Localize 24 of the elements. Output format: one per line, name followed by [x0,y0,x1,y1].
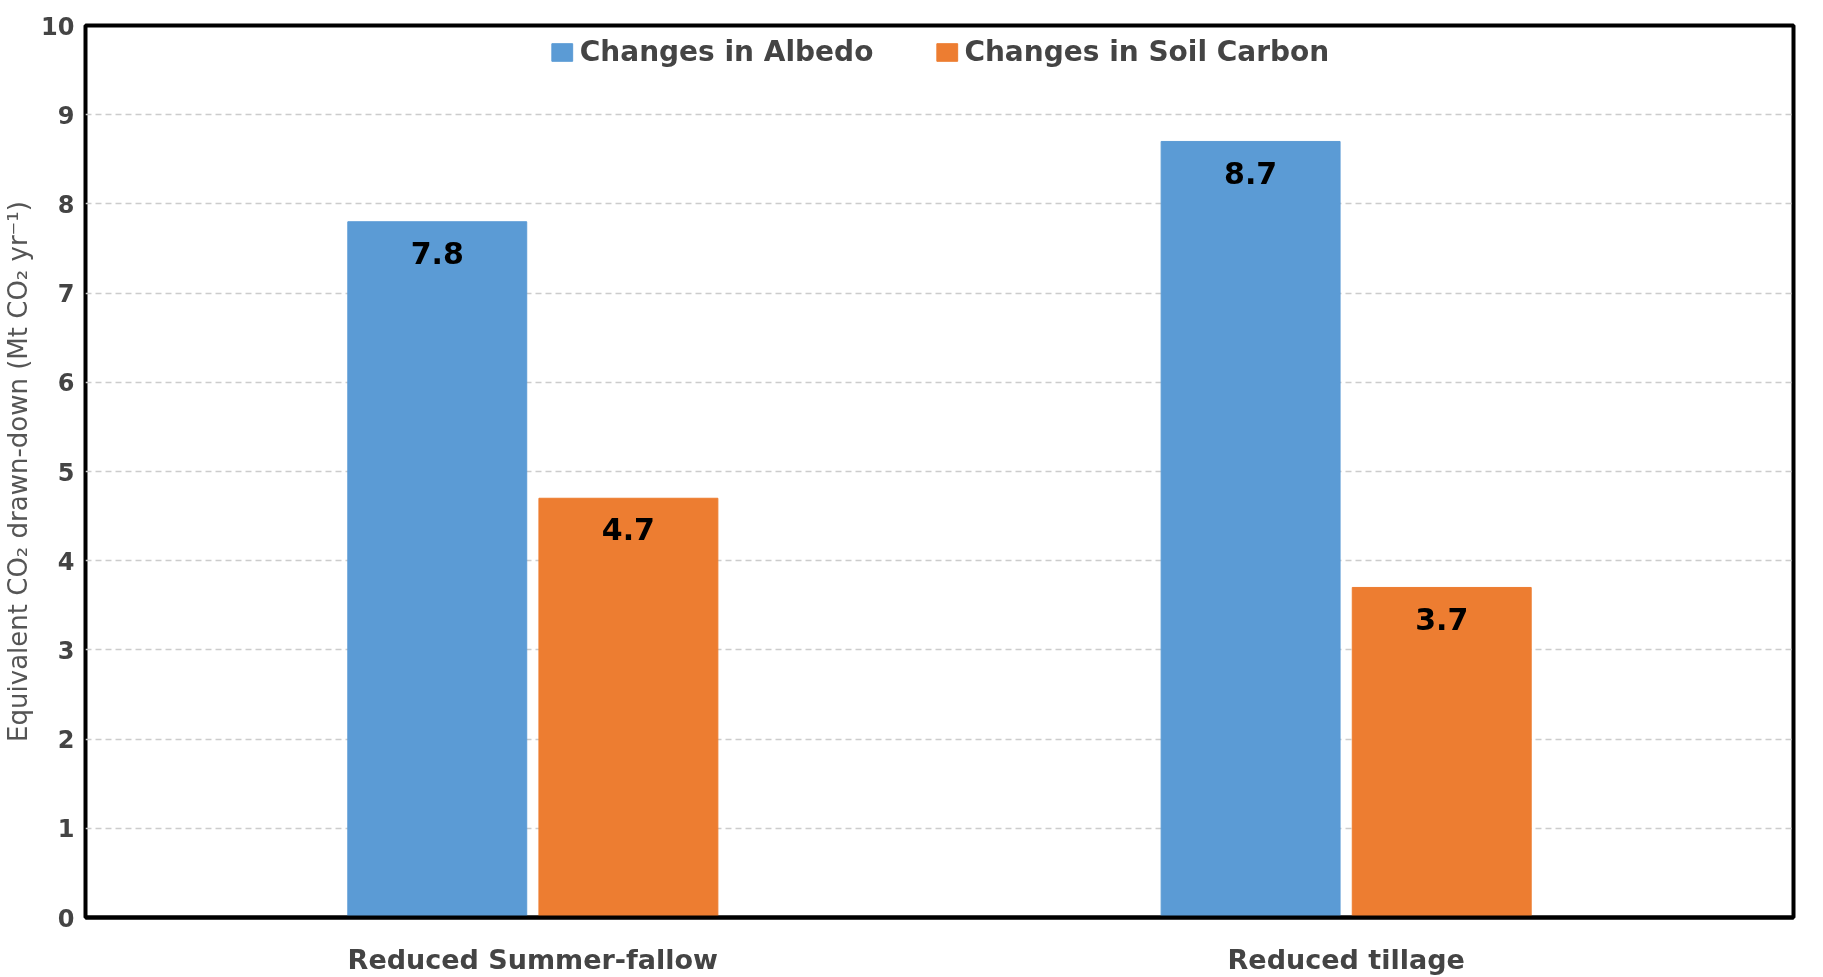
y-tick-label: 1 [57,815,75,844]
bar [1160,140,1341,918]
legend-label: Changes in Albedo [579,35,874,68]
y-tick-label: 6 [57,369,75,398]
data-label: 7.8 [410,235,464,271]
y-axis-title: Equivalent CO₂ drawn-down (Mt CO₂ yr⁻¹) [3,201,34,742]
data-label: 3.7 [1415,601,1469,637]
bar [538,497,719,918]
y-tick-label: 5 [57,458,75,487]
bar [347,221,528,918]
x-tick-label: Reduced tillage [1227,943,1465,975]
data-label: 8.7 [1224,155,1278,191]
y-tick-label: 4 [57,547,75,576]
data-label: 4.7 [601,512,655,548]
y-tick-label: 8 [57,190,75,219]
y-tick-label: 7 [57,280,75,309]
y-tick-label: 0 [57,904,75,933]
y-tick-label: 2 [57,726,75,755]
y-tick-label: 3 [57,636,75,665]
bar [1351,586,1532,918]
legend-label: Changes in Soil Carbon [964,35,1330,68]
y-tick-label: 10 [41,12,75,41]
y-tick-label: 9 [57,101,75,130]
x-tick-label: Reduced Summer-fallow [347,943,719,975]
